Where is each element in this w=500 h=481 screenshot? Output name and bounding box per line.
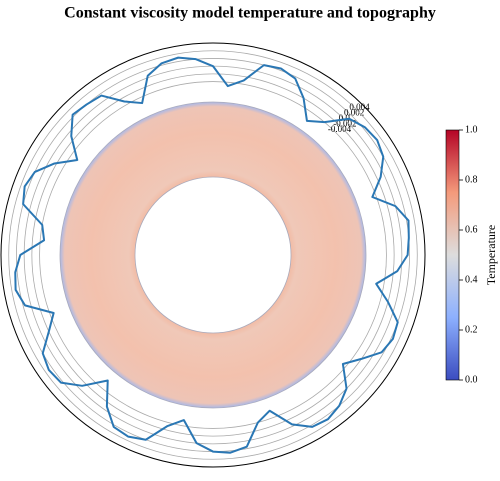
colorbar-tick-label: 0.8 <box>465 174 478 185</box>
r-tick-label: -0.002 <box>333 119 356 129</box>
temperature-field <box>59 101 367 409</box>
colorbar-tick-label: 0.6 <box>465 224 478 235</box>
r-tick-label: 0.002 <box>344 107 364 117</box>
grid-ring <box>39 81 387 429</box>
colorbar-tick-label: 1.0 <box>465 124 478 135</box>
colorbar-tick-label: 0.0 <box>465 374 478 385</box>
colorbar <box>445 129 460 381</box>
chart-title: Constant viscosity model temperature and… <box>64 5 436 22</box>
colorbar-tick-label: 0.2 <box>465 324 478 335</box>
grid-ring <box>8 50 418 460</box>
outer-frame <box>0 42 426 468</box>
colorbar-label: Temperature <box>484 225 498 285</box>
r-tick-label: 0.004 <box>349 102 370 112</box>
colorbar-tick-label: 0.4 <box>465 274 478 285</box>
r-tick-label: 0.0 <box>339 113 351 123</box>
r-tick-label: -0.004 <box>328 124 352 134</box>
topography-line <box>14 56 410 454</box>
grid-ring <box>31 73 395 437</box>
